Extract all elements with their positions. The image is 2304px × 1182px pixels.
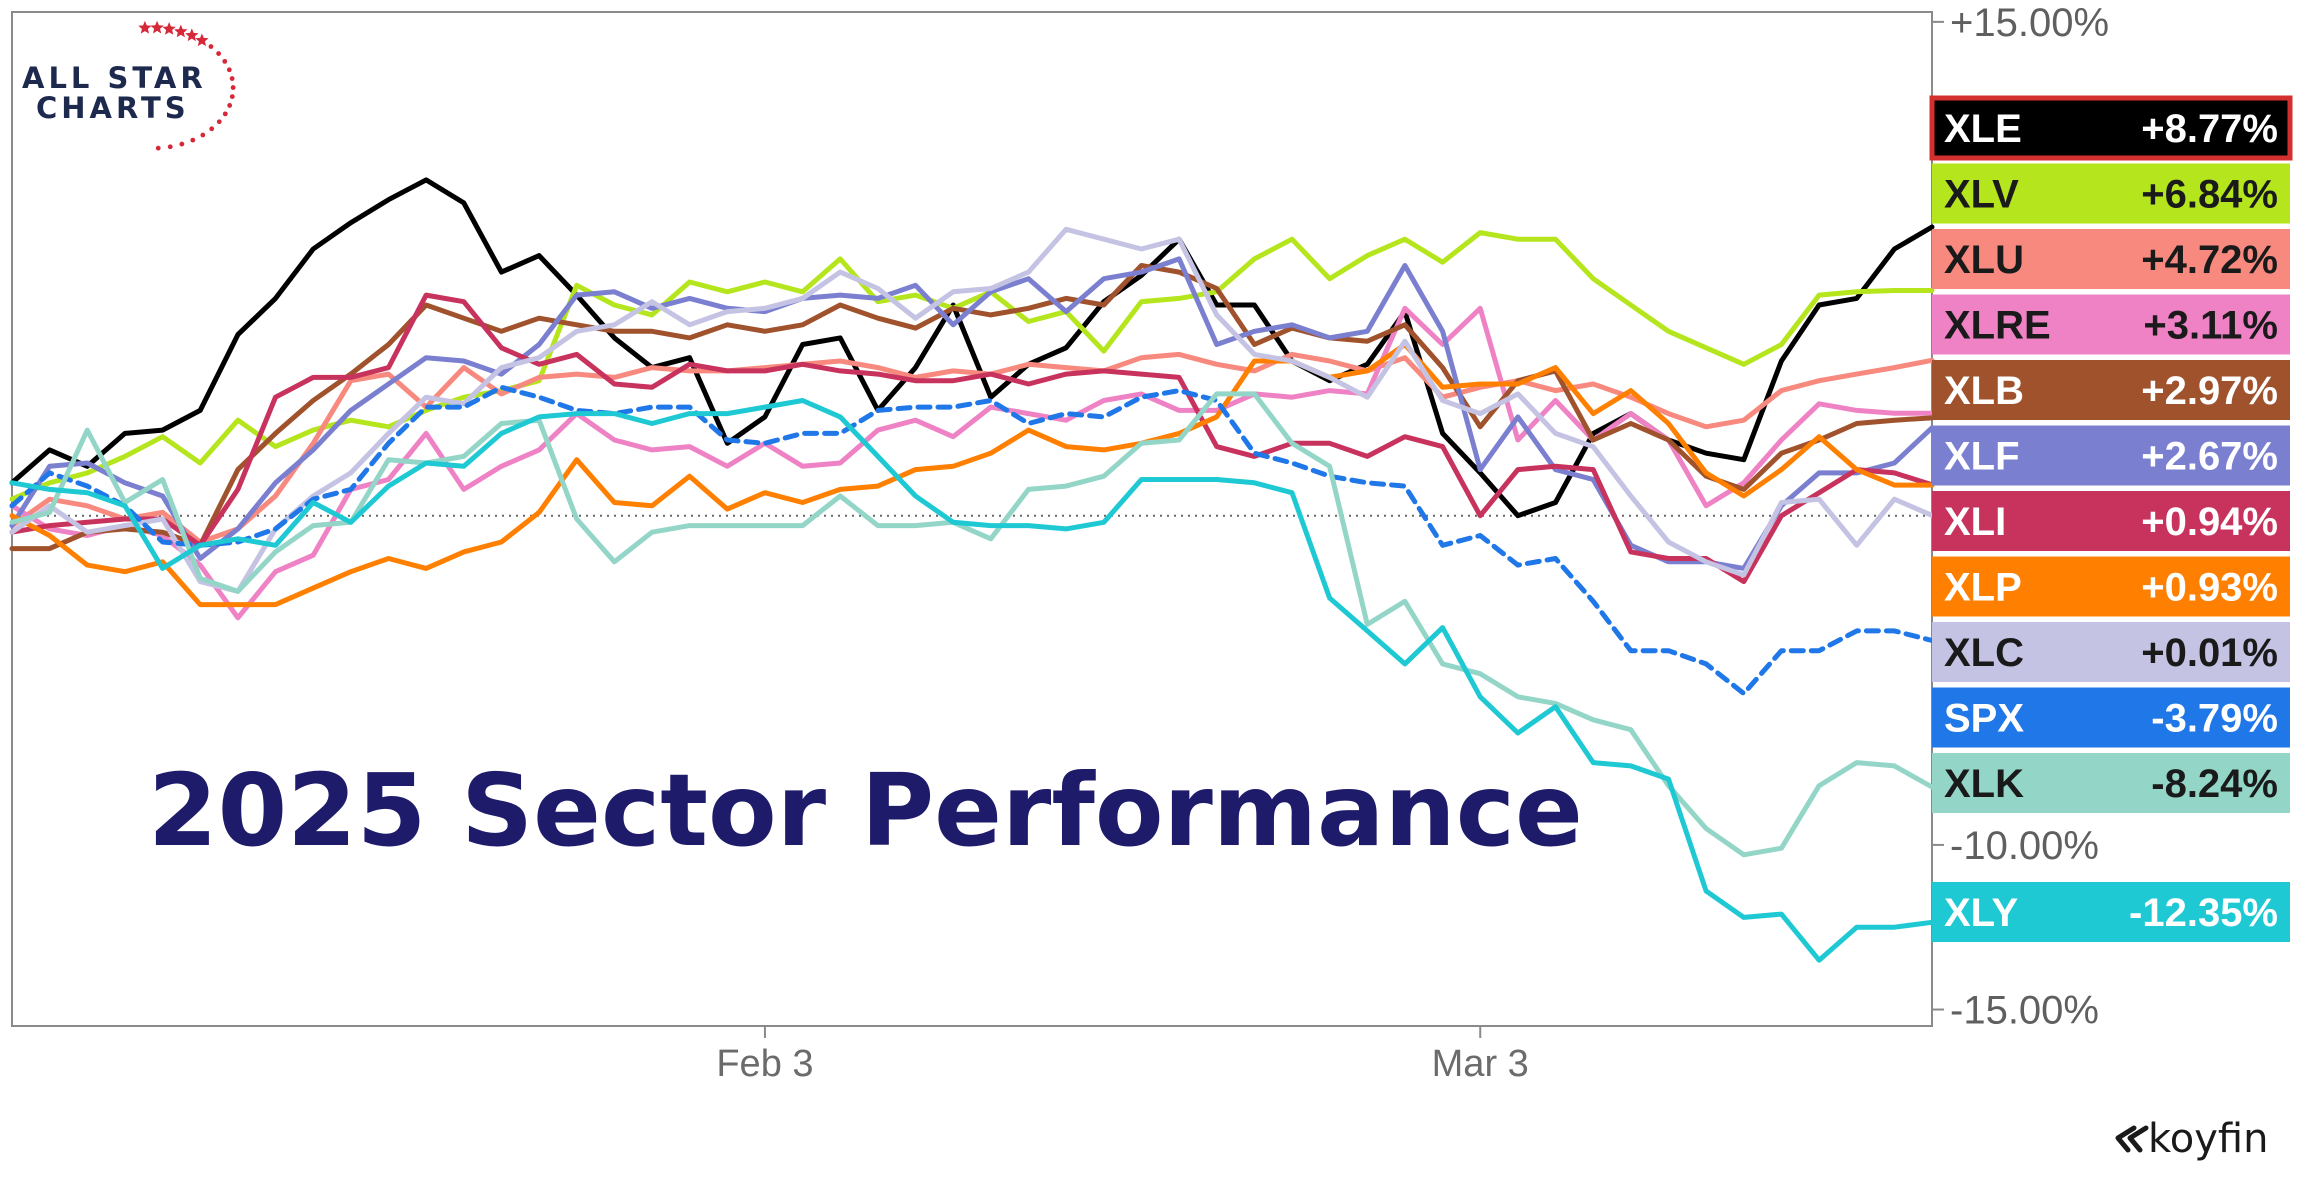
legend-tag-value: +3.11% <box>2143 304 2278 348</box>
legend-tag-value: +6.84% <box>2141 173 2278 217</box>
legend-tag-xlb: XLB +2.97% <box>1932 360 2290 420</box>
star-icon <box>150 20 164 34</box>
y-tick-label: -15.00% <box>1950 989 2099 1033</box>
star-ring-icon <box>138 20 236 151</box>
legend-tag-name: SPX <box>1944 697 2024 741</box>
koyfin-brand: koyfin <box>2115 1116 2268 1162</box>
star-icon <box>138 20 152 34</box>
legend-tag-spx: SPX -3.79% <box>1932 687 2290 748</box>
series-line-xlu <box>9 351 1935 545</box>
legend-tag-name: XLK <box>1944 762 2024 806</box>
legend-tag-bg <box>1932 556 2290 617</box>
legend-tag-xlf: XLF +2.67% <box>1932 425 2290 486</box>
legend-tag-bg <box>1932 882 2290 942</box>
legend-tag-bg <box>1929 95 2293 161</box>
legend-tag-xlc: XLC +0.01% <box>1932 622 2290 682</box>
legend-tag-xli: XLI +0.94% <box>1932 491 2290 551</box>
legend-tag-value: -12.35% <box>2129 891 2278 935</box>
legend-tag-value: -3.79% <box>2151 697 2278 741</box>
legend-tag-bg <box>1932 163 2290 224</box>
series-line-xli <box>9 292 1935 585</box>
star-icon <box>162 22 176 35</box>
legend-tag-xlv: XLV +6.84% <box>1932 163 2290 224</box>
legend-tag-xle: XLE +8.77% <box>1929 95 2293 161</box>
legend-tag-value: +0.94% <box>2141 500 2278 544</box>
legend-tag-name: XLRE <box>1944 304 2051 348</box>
series-line-xle <box>9 177 1935 519</box>
legend-tag-name: XLY <box>1944 891 2018 935</box>
legend-tag-value: +4.72% <box>2141 238 2278 282</box>
legend-tag-bg <box>1932 491 2290 551</box>
x-axis: Feb 3 Mar 3 <box>716 1026 1529 1085</box>
legend-tag-name: XLE <box>1944 107 2022 151</box>
y-tick-label: -10.00% <box>1950 824 2099 868</box>
star-dot <box>179 141 185 147</box>
legend-tag-value: -8.24% <box>2151 762 2278 806</box>
legend: XLE +8.77% XLV +6.84% XLU +4.72% XLRE +3.11% XLB… <box>1929 95 2293 942</box>
star-icon <box>174 24 188 38</box>
series-line-xlp <box>9 342 1935 608</box>
legend-tag-name: XLB <box>1944 369 2024 413</box>
star-icon <box>195 33 209 47</box>
logo-line-1: ALL STAR <box>22 61 207 95</box>
y-tick-label: +15.00% <box>1950 1 2109 45</box>
chart-title: 2025 Sector Performance <box>148 752 1583 869</box>
star-dot <box>155 145 161 151</box>
legend-tag-name: XLC <box>1944 631 2024 675</box>
star-dot <box>229 94 235 100</box>
koyfin-icon <box>2115 1125 2149 1153</box>
legend-tag-name: XLU <box>1944 238 2024 282</box>
star-dot <box>222 58 228 64</box>
legend-tag-bg <box>1932 622 2290 682</box>
star-dot <box>226 67 232 73</box>
logo-line-2: CHARTS <box>36 91 190 125</box>
legend-tag-bg <box>1932 687 2290 748</box>
star-dot <box>167 144 173 150</box>
legend-tag-xlk: XLK -8.24% <box>1932 753 2290 813</box>
star-dot <box>222 111 228 117</box>
all-star-charts-logo: ALL STAR CHARTS <box>22 20 236 151</box>
legend-tag-bg <box>1932 360 2290 420</box>
series-line-xlv <box>9 230 1935 502</box>
star-dot <box>229 76 235 81</box>
series-line-xlc <box>9 226 1935 594</box>
star-dot <box>208 44 214 49</box>
legend-tag-xlu: XLU +4.72% <box>1932 229 2290 289</box>
legend-tag-value: +0.93% <box>2141 566 2278 610</box>
legend-tag-name: XLF <box>1944 435 2020 479</box>
series-line-xlk <box>9 391 1935 858</box>
legend-tag-name: XLP <box>1944 566 2022 610</box>
legend-tag-bg <box>1932 425 2290 486</box>
legend-tag-bg <box>1932 294 2290 355</box>
brand-name: koyfin <box>2148 1116 2268 1162</box>
legend-tag-value: +2.67% <box>2141 435 2278 479</box>
legend-tag-xlre: XLRE +3.11% <box>1932 294 2290 355</box>
legend-tag-value: +2.97% <box>2141 369 2278 413</box>
series-layer <box>9 177 1935 963</box>
y-axis: +15.00% -10.00% -15.00% <box>1932 1 2109 1033</box>
legend-tag-xlp: XLP +0.93% <box>1932 556 2290 617</box>
series-line-spx <box>9 384 1935 696</box>
star-dot <box>227 103 233 108</box>
legend-tag-bg <box>1932 753 2290 813</box>
star-dot <box>230 85 236 90</box>
legend-tag-bg <box>1932 229 2290 289</box>
star-icon <box>185 28 199 42</box>
legend-tag-xly: XLY -12.35% <box>1932 882 2290 942</box>
star-dot <box>216 51 222 56</box>
star-dot <box>216 119 222 125</box>
star-dot <box>190 137 196 143</box>
x-tick-label: Feb 3 <box>716 1043 813 1085</box>
legend-tag-name: XLI <box>1944 500 2006 544</box>
legend-tag-value: +0.01% <box>2141 631 2278 675</box>
star-dot <box>209 126 215 132</box>
series-line-xly <box>9 398 1935 963</box>
legend-tag-name: XLV <box>1944 173 2019 217</box>
legend-tag-value: +8.77% <box>2141 107 2278 151</box>
x-tick-label: Mar 3 <box>1432 1043 1529 1085</box>
star-dot <box>200 132 206 138</box>
